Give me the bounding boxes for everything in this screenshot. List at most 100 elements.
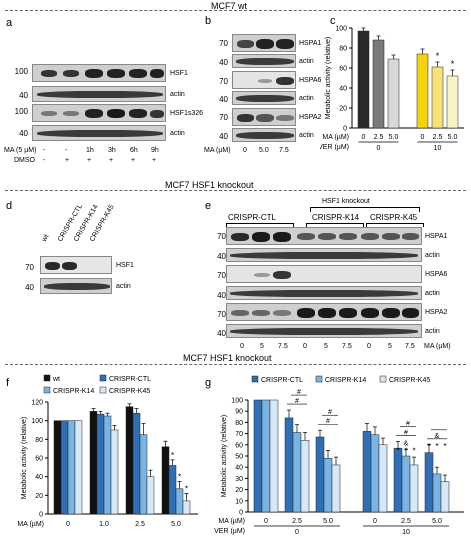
section-title-top: MCF7 wt <box>211 1 247 11</box>
mw-marker: 40 <box>19 91 28 100</box>
row-label-ma: MA (µM) <box>204 147 231 154</box>
lane-dmso: + <box>87 157 92 164</box>
blot-label: HSPA1 <box>299 40 322 47</box>
mw-marker: 40 <box>25 283 34 292</box>
lane-ma: 0 <box>243 147 247 154</box>
bar <box>168 465 177 515</box>
y-tick-label: 80 <box>35 437 43 444</box>
y-tick-label: 80 <box>235 420 243 427</box>
y-tick-label: 10 <box>235 498 243 505</box>
group-label-knockout: HSF1 knockout <box>322 198 370 205</box>
panel-letter-g: g <box>205 377 212 389</box>
y-tick-label: 60 <box>35 456 43 463</box>
legend-swatch <box>99 386 107 394</box>
bar <box>370 434 380 513</box>
bar <box>357 30 370 129</box>
ver-group-label: 10 <box>434 145 442 152</box>
row-label-ma: MA (µM) <box>322 134 349 141</box>
blot-label: actin <box>170 130 185 137</box>
significance-star: * <box>451 59 455 69</box>
y-tick-label: 100 <box>31 418 43 425</box>
mw-marker: 70 <box>219 39 228 48</box>
bar <box>110 429 119 515</box>
y-tick-label: 50 <box>235 454 243 461</box>
panel-letter-c: c <box>330 15 336 27</box>
mw-marker: 40 <box>217 252 226 261</box>
lane-ma: 0 <box>303 343 307 350</box>
blot-label: actin <box>170 91 185 98</box>
blot-label: HSF1s326 <box>170 110 204 117</box>
blot-label: actin <box>116 283 131 290</box>
lane-ma: 6h <box>130 147 138 154</box>
significance-star: * <box>436 51 440 61</box>
y-tick-label: 20 <box>235 487 243 494</box>
lane-ma: 0 <box>367 343 371 350</box>
section-rule <box>5 364 466 365</box>
legend-swatch <box>315 375 323 383</box>
mw-marker: 100 <box>14 67 28 76</box>
x-tick-label: 5.0 <box>389 134 399 141</box>
legend-label: CRISPR-K45 <box>389 377 430 384</box>
lane-ma: 0 <box>240 343 244 350</box>
blot-label: HSPA1 <box>425 233 448 240</box>
chart-f: 0 20 40 60 80 100 120 Metabolic activity (relat… <box>17 374 198 528</box>
mw-marker: 70 <box>219 77 228 86</box>
blot-actin <box>40 278 112 294</box>
lane-ma: 7.5 <box>342 343 352 350</box>
bar <box>440 481 450 513</box>
bar <box>323 457 333 513</box>
y-tick-label: 60 <box>235 442 243 449</box>
x-tick-label: 0 <box>421 134 425 141</box>
bar <box>424 452 434 513</box>
lane-ma: 7.5 <box>278 343 288 350</box>
y-tick-label: 0 <box>343 126 347 133</box>
blot-hsf1 <box>32 64 166 82</box>
bar <box>182 500 191 515</box>
ver-group-label: 10 <box>402 529 410 536</box>
bar <box>253 399 263 513</box>
x-tick-label: 1.0 <box>99 521 109 528</box>
y-tick-label: 80 <box>339 46 347 53</box>
legend-swatch <box>99 374 107 382</box>
lane-ma: 7.5 <box>279 147 289 154</box>
bar <box>431 66 444 129</box>
lane-dmso: + <box>109 157 114 164</box>
legend-label: wt <box>52 376 60 383</box>
x-tick-label: 2.5 <box>292 518 302 525</box>
mw-marker: 70 <box>25 263 34 272</box>
bar <box>60 420 69 515</box>
x-tick-label: 2.5 <box>401 518 411 525</box>
group-label: CRISPR-CTL <box>228 213 277 222</box>
bar <box>362 431 372 513</box>
blot-hspa1 <box>232 34 296 52</box>
x-tick-label: 0 <box>373 518 377 525</box>
blot-label: HSPA6 <box>299 77 322 84</box>
bar <box>74 420 83 515</box>
significance-mark: # <box>295 398 299 405</box>
legend-swatch <box>43 374 51 382</box>
blot-label: actin <box>425 290 440 297</box>
mw-marker: 40 <box>219 58 228 67</box>
mw-marker: 70 <box>217 310 226 319</box>
blot-hsf1 <box>40 256 112 274</box>
bar <box>96 413 105 515</box>
bar <box>446 75 459 129</box>
row-label-dmso: DMSO <box>14 157 35 164</box>
lane-ma: 3h <box>108 147 116 154</box>
row-label-ma: MA (µM) <box>424 343 451 350</box>
blot-label: HSF1 <box>116 262 134 269</box>
lane-dmso: + <box>131 157 136 164</box>
bar <box>139 434 148 515</box>
bar <box>416 53 429 129</box>
lane-ma: - <box>43 147 46 154</box>
significance-mark: & <box>435 433 440 440</box>
bar <box>387 58 400 129</box>
y-tick-label: 40 <box>235 465 243 472</box>
lane-ma: 5 <box>260 343 264 350</box>
bar <box>269 399 279 513</box>
lane-dmso: + <box>152 157 157 164</box>
significance-mark: # <box>326 418 330 425</box>
ver-group-label: 0 <box>295 529 299 536</box>
